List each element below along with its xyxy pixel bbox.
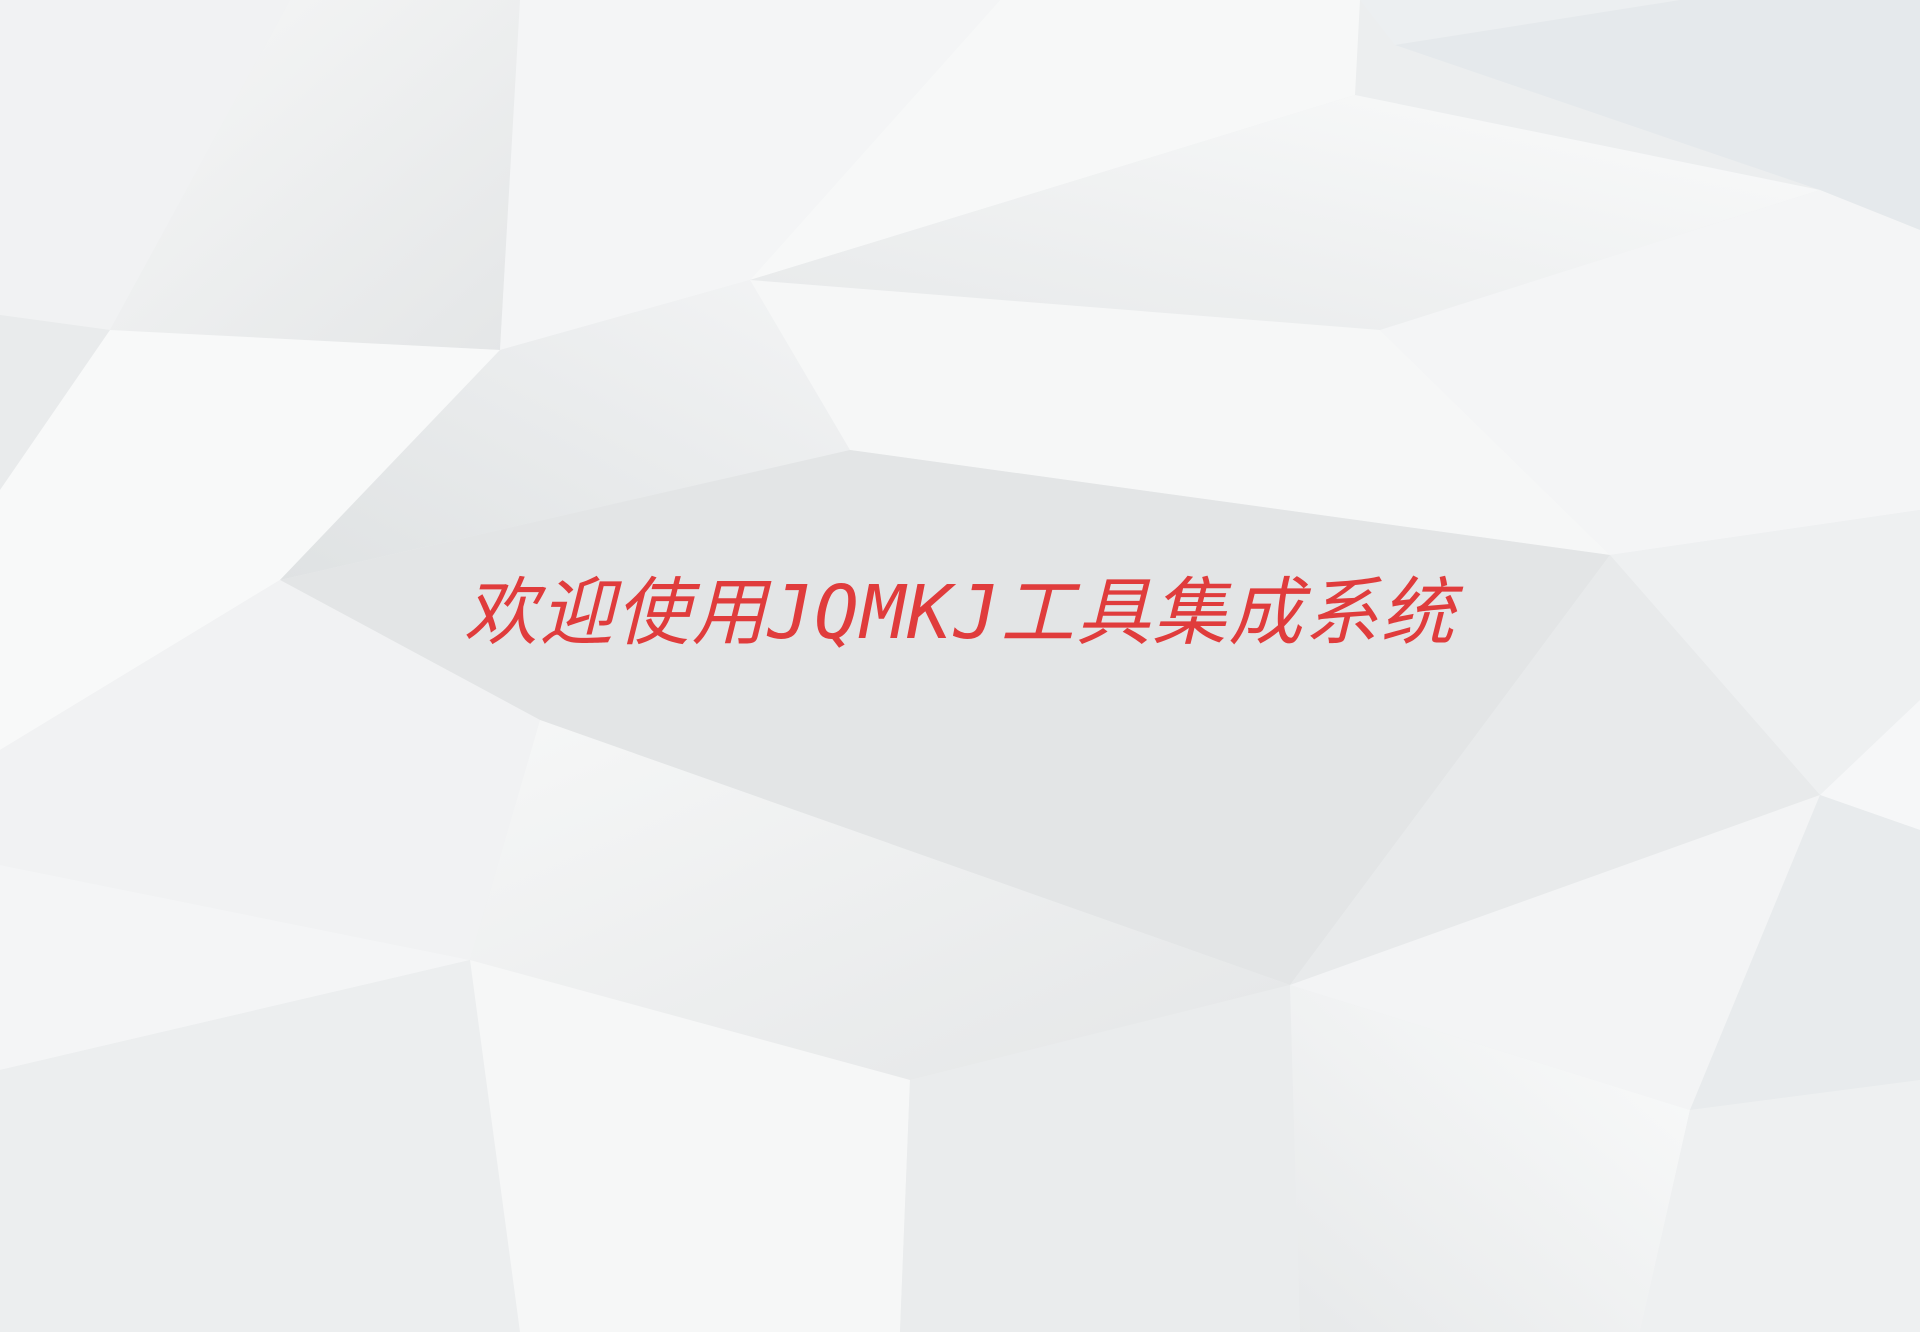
welcome-title: 欢迎使用JQMKJ工具集成系统 (463, 570, 1457, 656)
